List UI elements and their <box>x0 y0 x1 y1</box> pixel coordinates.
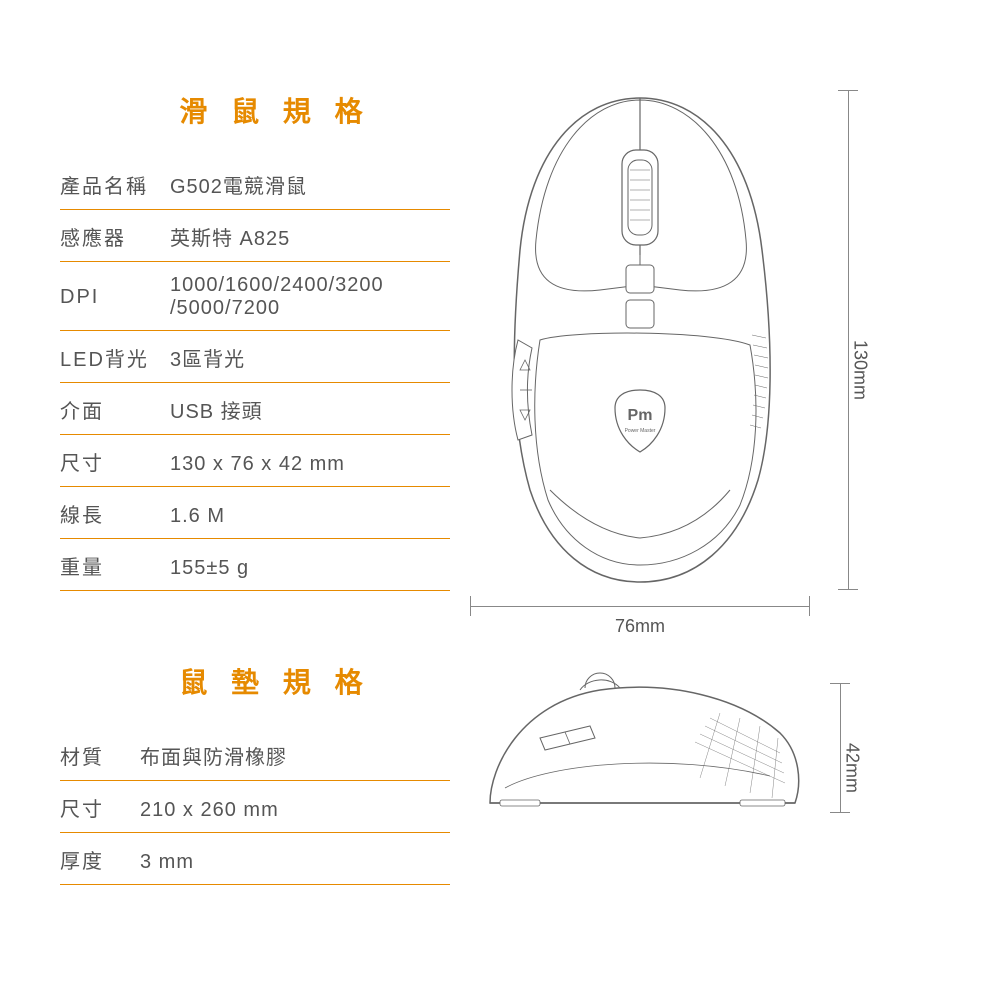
spec-label: 介面 <box>60 395 170 424</box>
spec-value: G502電競滑鼠 <box>170 170 307 199</box>
mouse-spec-title: 滑 鼠 規 格 <box>60 90 450 130</box>
height-label: 130mm <box>850 340 871 400</box>
spec-label: 尺寸 <box>60 447 170 476</box>
spec-value: 155±5 g <box>170 557 249 580</box>
spec-value: 3 mm <box>140 851 194 874</box>
pad-spec-title: 鼠 墊 規 格 <box>60 661 450 701</box>
spec-row: 尺寸 130 x 76 x 42 mm <box>60 435 450 487</box>
height-dimension: 130mm <box>838 90 868 590</box>
spec-value: USB 接頭 <box>170 395 263 424</box>
spec-value: 130 x 76 x 42 mm <box>170 453 345 476</box>
spec-label: 產品名稱 <box>60 170 170 199</box>
spec-value: 布面與防滑橡膠 <box>140 741 287 770</box>
spec-value: 3區背光 <box>170 343 245 372</box>
spec-value: 1.6 M <box>170 505 225 528</box>
spec-label: 重量 <box>60 551 170 580</box>
diagram-panel: Pm Power Master 130mm 76mm <box>470 0 1000 1000</box>
spec-label: LED背光 <box>60 343 170 372</box>
spec-label: DPI <box>60 286 170 309</box>
spec-row: 尺寸 210 x 260 mm <box>60 781 450 833</box>
spec-label: 尺寸 <box>60 793 140 822</box>
spec-label: 材質 <box>60 741 140 770</box>
spec-label: 厚度 <box>60 845 140 874</box>
spec-row: LED背光 3區背光 <box>60 331 450 383</box>
spec-value: 英斯特 A825 <box>170 222 290 251</box>
depth-dimension: 42mm <box>830 668 860 818</box>
width-dimension: 76mm <box>470 598 810 648</box>
dpi-line2: /5000/7200 <box>170 297 450 320</box>
logo-text: Pm <box>628 407 653 424</box>
dpi-line1: 1000/1600/2400/3200 <box>170 274 450 297</box>
spec-row: 材質 布面與防滑橡膠 <box>60 729 450 781</box>
spec-row: 線長 1.6 M <box>60 487 450 539</box>
spec-row: 介面 USB 接頭 <box>60 383 450 435</box>
spec-label: 感應器 <box>60 222 170 251</box>
spec-panel: 滑 鼠 規 格 產品名稱 G502電競滑鼠 感應器 英斯特 A825 DPI 1… <box>0 0 470 1000</box>
spec-row: 厚度 3 mm <box>60 833 450 885</box>
spec-label: 線長 <box>60 499 170 528</box>
mouse-top-diagram: Pm Power Master <box>470 90 810 590</box>
mouse-side-diagram <box>470 668 810 818</box>
spec-row: 重量 155±5 g <box>60 539 450 591</box>
spec-row: 產品名稱 G502電競滑鼠 <box>60 158 450 210</box>
spec-value: 210 x 260 mm <box>140 799 279 822</box>
width-label: 76mm <box>615 616 665 637</box>
depth-label: 42mm <box>842 743 863 793</box>
logo-subtext: Power Master <box>625 428 656 434</box>
spec-row-dpi: DPI 1000/1600/2400/3200 /5000/7200 <box>60 262 450 331</box>
spec-row: 感應器 英斯特 A825 <box>60 210 450 262</box>
